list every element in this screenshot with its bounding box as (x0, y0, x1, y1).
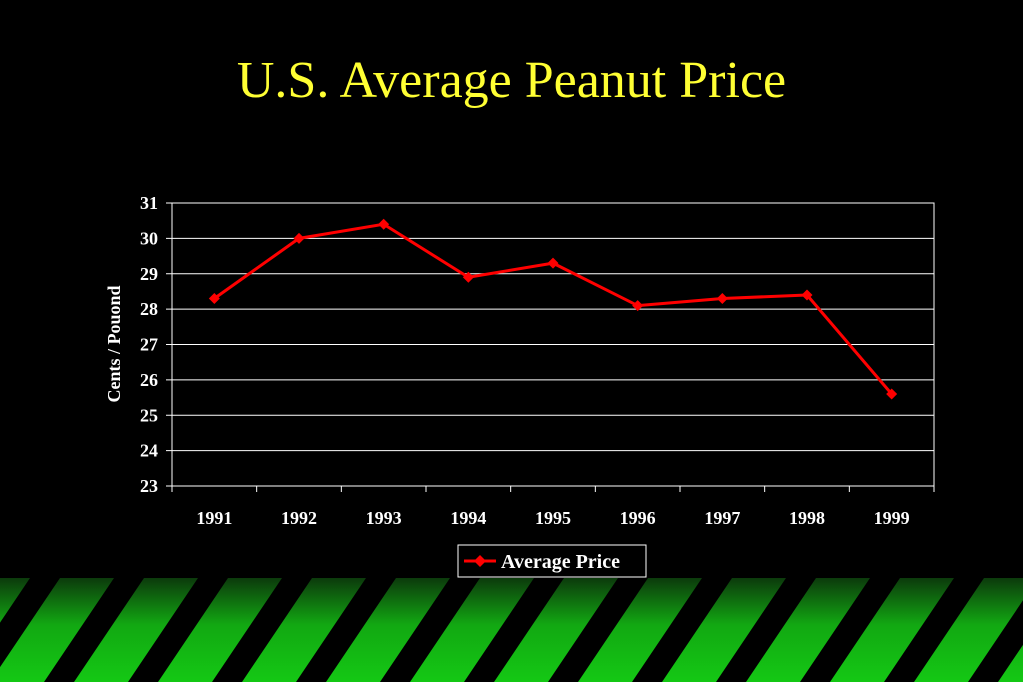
diagonal-stripe (884, 578, 984, 682)
diagonal-stripe (548, 578, 648, 682)
diagonal-stripe (968, 600, 1023, 682)
x-tick-label: 1993 (366, 508, 402, 528)
data-point-marker (716, 293, 728, 305)
data-point-marker (801, 289, 813, 301)
decorative-stripe-band (0, 578, 1023, 682)
data-point-marker (886, 388, 898, 400)
line-chart: 23 24 25 26 27 28 29 30 31 1991 1992 1993 1994 1995 19… (104, 193, 935, 578)
legend-label-average-price: Average Price (501, 551, 620, 573)
diagonal-stripe (800, 578, 900, 682)
y-tick-label: 31 (140, 193, 158, 213)
diagonal-stripe (0, 578, 60, 668)
diagonal-stripe (212, 578, 312, 682)
legend-diamond-marker (474, 555, 486, 567)
diagonal-stripe (296, 578, 396, 682)
data-point-marker (632, 300, 644, 312)
y-tick-label: 30 (140, 228, 158, 248)
x-tick-label: 1997 (704, 508, 740, 528)
diagonal-stripe (128, 578, 228, 682)
y-tick-label: 26 (140, 370, 158, 390)
x-tick-label: 1992 (281, 508, 317, 528)
slide-title: U.S. Average Peanut Price (236, 52, 787, 109)
data-point-marker (547, 257, 559, 269)
data-point-marker (293, 232, 305, 244)
y-axis-title: Cents / Pouond (104, 285, 124, 402)
diagonal-stripes (0, 578, 1023, 682)
legend: Average Price (457, 544, 647, 578)
x-tick-label: 1995 (535, 508, 571, 528)
data-point-marker (462, 271, 474, 283)
y-tick-label: 29 (140, 264, 158, 284)
x-tick-label: 1998 (789, 508, 825, 528)
x-tick-label: 1999 (874, 508, 910, 528)
y-tick-label: 24 (140, 441, 158, 461)
diagonal-stripe (464, 578, 564, 682)
x-tick-label: 1994 (450, 508, 486, 528)
data-point-marker (378, 218, 390, 230)
y-tick-label: 27 (140, 335, 158, 355)
x-tick-label: 1996 (620, 508, 656, 528)
y-tick-label: 28 (140, 299, 158, 319)
plot-area: 23 24 25 26 27 28 29 30 31 1991 1992 1993 1994 1995 19… (140, 193, 935, 528)
diagonal-stripe (44, 578, 144, 682)
x-tick-label: 1991 (196, 508, 232, 528)
y-tick-label: 23 (140, 476, 158, 496)
diagonal-stripe (716, 578, 816, 682)
diagonal-stripe (380, 578, 480, 682)
data-point-marker (208, 293, 220, 305)
y-tick-label: 25 (140, 405, 158, 425)
diagonal-stripe (632, 578, 732, 682)
